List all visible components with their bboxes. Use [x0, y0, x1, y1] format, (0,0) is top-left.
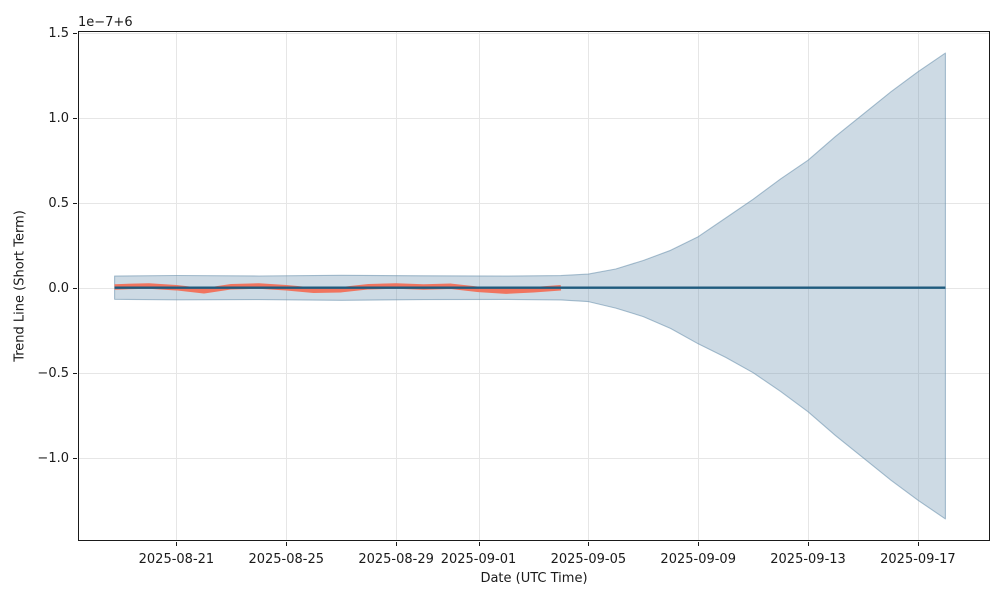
y-tick-label: 0.0 — [48, 281, 69, 296]
x-tick-label: 2025-09-13 — [770, 552, 846, 567]
y-tick-label: −1.0 — [37, 451, 69, 466]
x-tick-label: 2025-09-09 — [660, 552, 736, 567]
y-axis-label: Trend Line (Short Term) — [12, 210, 28, 362]
x-tick-label: 2025-08-25 — [248, 552, 324, 567]
x-axis-label: Date (UTC Time) — [480, 571, 588, 586]
y-tick-label: 1.5 — [48, 26, 69, 41]
y-tick-label: 1.0 — [48, 111, 69, 126]
x-tick-label: 2025-08-21 — [139, 552, 215, 567]
x-tick-label: 2025-08-29 — [358, 552, 434, 567]
y-tick-label: 0.5 — [48, 196, 69, 211]
x-tick-label: 2025-09-17 — [880, 552, 956, 567]
y-tick-label: −0.5 — [37, 366, 69, 381]
axes-spines — [78, 31, 990, 541]
x-tick-label: 2025-09-05 — [551, 552, 627, 567]
y-axis-offset-text: 1e−7+6 — [78, 15, 133, 30]
x-tick-label: 2025-09-01 — [441, 552, 517, 567]
confidence-band — [114, 52, 946, 520]
